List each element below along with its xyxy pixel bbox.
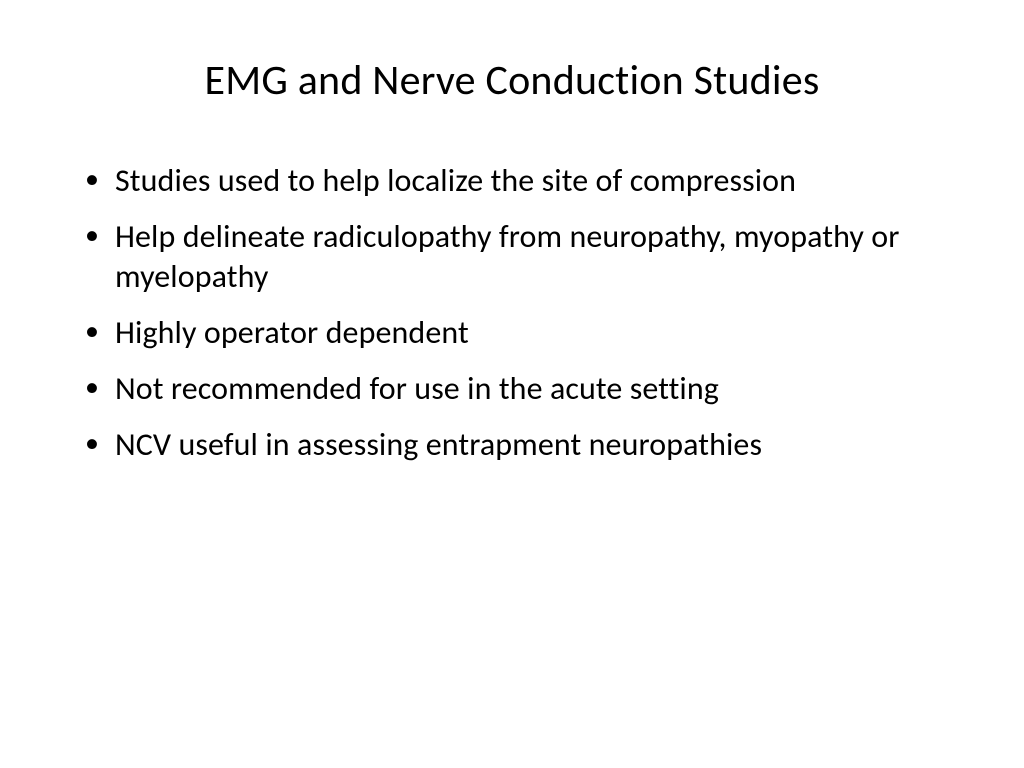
bullet-item: Studies used to help localize the site o… xyxy=(85,161,959,201)
bullet-item: NCV useful in assessing entrapment neuro… xyxy=(85,425,959,465)
slide-title: EMG and Nerve Conduction Studies xyxy=(65,55,959,106)
bullet-list: Studies used to help localize the site o… xyxy=(65,161,959,465)
bullet-item: Not recommended for use in the acute set… xyxy=(85,369,959,409)
bullet-item: Help delineate radiculopathy from neurop… xyxy=(85,217,959,297)
slide-container: EMG and Nerve Conduction Studies Studies… xyxy=(0,0,1024,768)
bullet-item: Highly operator dependent xyxy=(85,313,959,353)
